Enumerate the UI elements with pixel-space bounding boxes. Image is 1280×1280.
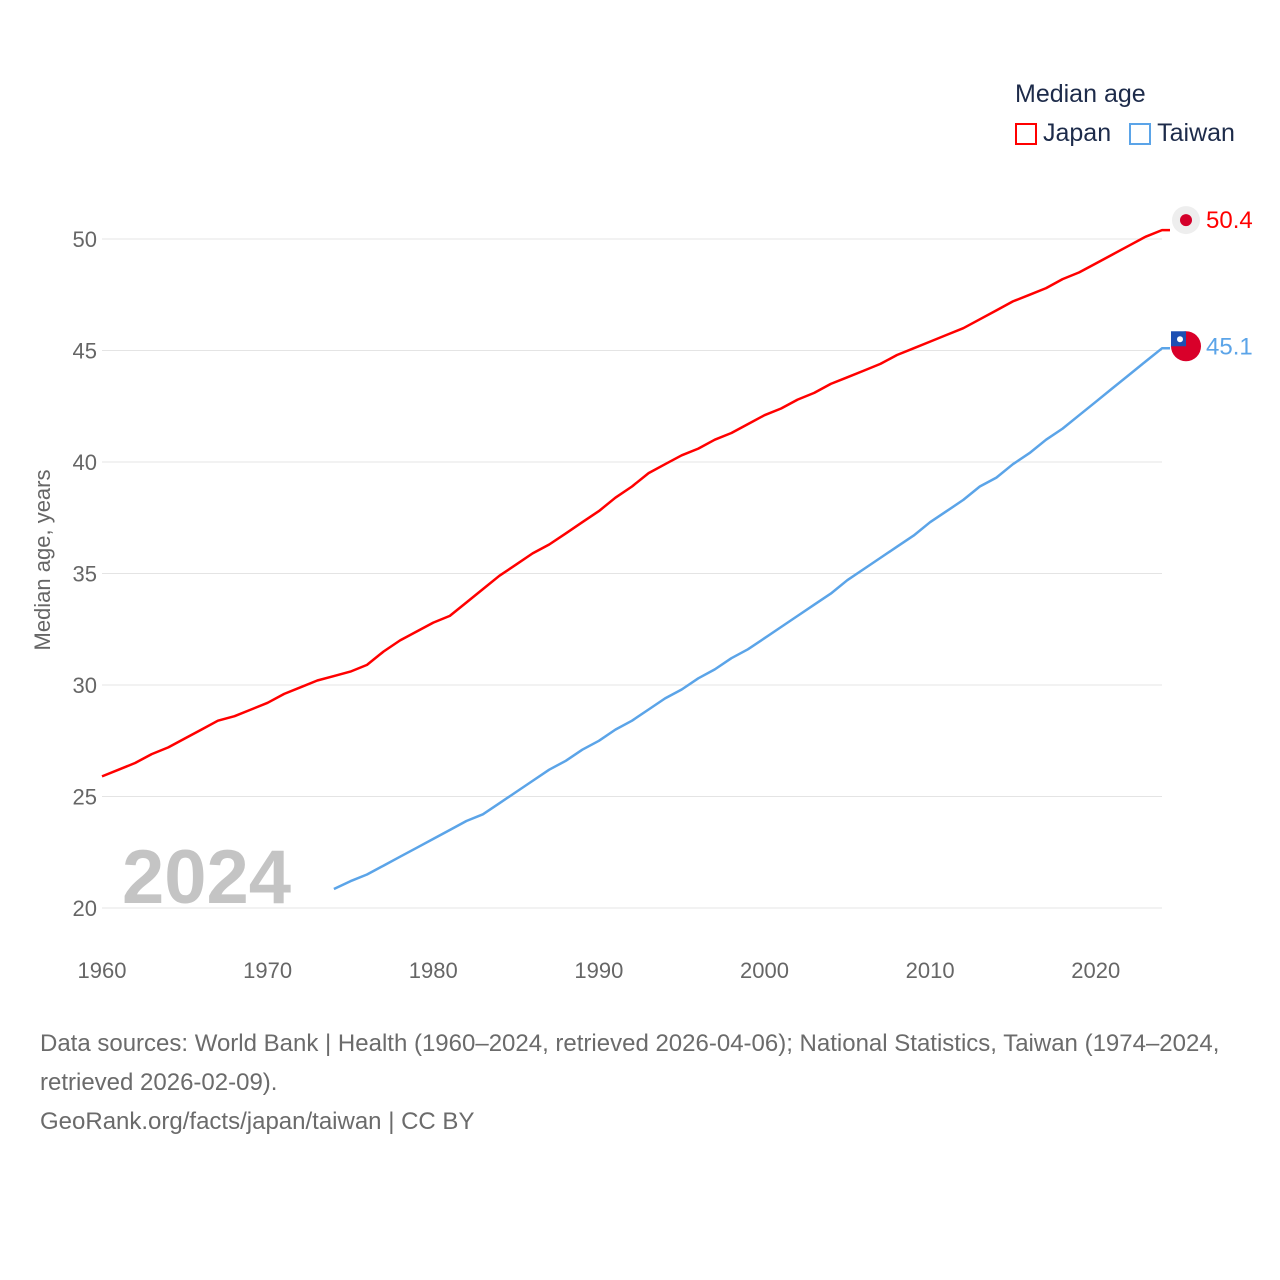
credit-link[interactable]: GeoRank.org/facts/japan/taiwan | CC BY [40,1108,475,1135]
y-tick-label: 25 [73,785,97,810]
legend-label-taiwan: Taiwan [1157,119,1235,147]
legend: Median age Japan Taiwan [1015,80,1235,148]
y-tick-label: 50 [73,227,97,252]
data-sources: Data sources: World Bank | Health (1960–… [40,1030,1220,1096]
legend-item-japan[interactable]: Japan [1015,119,1111,148]
legend-swatch-japan [1015,122,1037,145]
y-tick-label: 20 [73,896,97,921]
x-tick-label: 2000 [740,958,789,983]
y-tick-label: 45 [73,339,97,364]
y-tick-label: 30 [73,673,97,698]
x-tick-label: 2020 [1071,958,1120,983]
x-tick-label: 1990 [574,958,623,983]
y-axis-label: Median age, years [30,470,55,651]
end-value-label-taiwan: 45.1 [1206,333,1253,360]
line-chart: 20 25 30 35 40 45 50 1960 1970 1980 1990 2000 2010 20… [30,206,1253,983]
legend-label-japan: Japan [1043,119,1112,147]
year-watermark: 2024 [122,835,291,920]
footer: Data sources: World Bank | Health (1960–… [40,1024,1250,1141]
legend-swatch-taiwan [1129,122,1152,145]
x-tick-label: 1970 [243,958,292,983]
japan-flag-disc [1180,214,1192,227]
series-line-japan [101,228,1170,778]
series-line-taiwan [333,347,1170,891]
x-tick-label: 1980 [409,958,458,983]
y-tick-label: 35 [73,562,97,587]
y-tick-label: 40 [73,450,97,475]
legend-title: Median age [1015,80,1146,108]
end-value-label-japan: 50.4 [1206,207,1253,234]
x-tick-label: 2010 [906,958,955,983]
legend-item-taiwan[interactable]: Taiwan [1129,119,1235,148]
taiwan-flag-sun [1177,336,1183,343]
x-tick-label: 1960 [78,958,127,983]
